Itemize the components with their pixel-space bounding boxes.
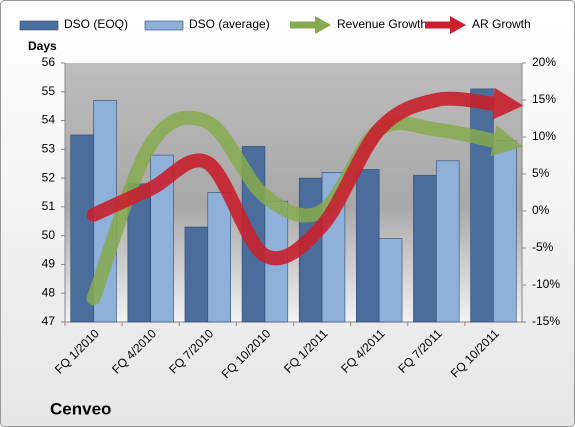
growth-line-group: [86, 87, 524, 266]
y2-tick-label: 5%: [532, 166, 550, 180]
growth-line: [86, 110, 501, 306]
bar: [356, 169, 380, 323]
y2-tick-label: 20%: [532, 55, 556, 69]
y2-tick-label: -10%: [532, 277, 560, 291]
legend-swatch: [144, 20, 184, 31]
bar: [207, 192, 231, 323]
bar: [150, 154, 174, 323]
y-tick-label: 55: [42, 84, 56, 98]
legend-arrow: [315, 16, 331, 34]
y-tick-label: 48: [42, 285, 56, 299]
y2-tick-label: 15%: [532, 92, 556, 106]
y-tick-label: 49: [42, 257, 56, 271]
bar: [378, 238, 403, 323]
legend-arrow: [450, 16, 466, 34]
legend-swatch: [19, 20, 59, 31]
bar: [470, 88, 494, 323]
y-tick-label: 50: [42, 228, 56, 242]
legend-label: DSO (EOQ): [64, 17, 128, 31]
bar: [493, 140, 517, 323]
growth-line: [86, 91, 501, 266]
y-tick-label: 53: [42, 142, 56, 156]
bar: [184, 226, 209, 323]
growth-line-group: [86, 110, 523, 306]
legend-label: DSO (average): [189, 17, 270, 31]
y2-tick-label: 0%: [532, 203, 550, 217]
y-tick-label: 54: [42, 113, 56, 127]
arrow-head: [490, 124, 523, 157]
y-tick-label: 51: [42, 199, 56, 213]
legend-label: Revenue Growth: [337, 17, 427, 31]
bar: [413, 174, 437, 323]
y-axis-label: Days: [28, 39, 57, 53]
y-tick-label: 52: [42, 170, 56, 184]
legend-label: AR Growth: [472, 17, 531, 31]
arrow-head: [492, 87, 524, 120]
chart-title: Cenveo: [50, 399, 111, 418]
y2-tick-label: -15%: [532, 314, 560, 328]
y-tick-label: 47: [42, 314, 56, 328]
y2-tick-label: 10%: [532, 129, 556, 143]
bar: [436, 160, 460, 323]
y-tick-label: 56: [42, 55, 56, 69]
y2-tick-label: -5%: [532, 240, 554, 254]
